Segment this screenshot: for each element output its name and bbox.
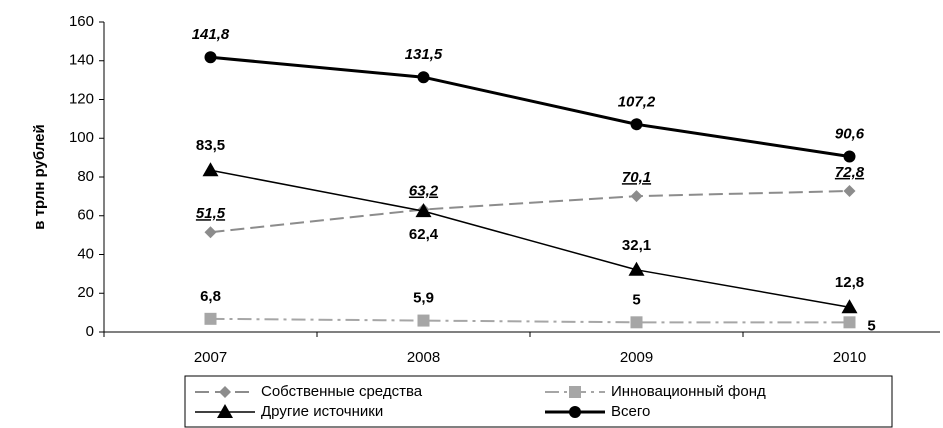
y-tick-label: 120 — [69, 90, 94, 107]
data-point — [630, 190, 643, 203]
legend-marker — [217, 404, 233, 418]
data-label: 131,5 — [405, 46, 443, 63]
data-point — [417, 314, 430, 327]
data-point — [628, 261, 645, 276]
data-point — [204, 312, 217, 325]
data-label: 72,8 — [835, 164, 865, 181]
y-tick-label: 40 — [77, 245, 94, 262]
data-point — [204, 226, 217, 239]
data-label: 6,8 — [200, 288, 221, 305]
legend-label: Всего — [611, 403, 650, 420]
legend-marker — [569, 406, 581, 418]
data-label: 83,5 — [196, 137, 225, 154]
data-point — [202, 162, 219, 177]
data-point — [630, 118, 643, 131]
legend-marker — [569, 386, 581, 398]
x-tick-label: 2008 — [407, 349, 440, 366]
data-label: 5 — [632, 291, 640, 308]
y-tick-label: 60 — [77, 207, 94, 224]
data-label: 32,1 — [622, 237, 651, 254]
x-tick-label: 2009 — [620, 349, 653, 366]
data-label: 141,8 — [192, 26, 230, 43]
y-axis-label: в трлн рублей — [31, 124, 48, 229]
data-label: 5 — [867, 317, 875, 334]
data-point — [843, 184, 856, 197]
data-point — [204, 51, 217, 64]
legend-label: Инновационный фонд — [611, 383, 766, 400]
data-label: 5,9 — [413, 290, 434, 307]
legend-box — [184, 375, 893, 428]
data-label: 90,6 — [835, 125, 865, 142]
data-point — [843, 150, 856, 163]
data-point — [843, 316, 856, 329]
x-tick-label: 2007 — [194, 349, 227, 366]
legend-label: Собственные средства — [261, 383, 423, 400]
y-tick-label: 80 — [77, 168, 94, 185]
series-line — [210, 169, 850, 308]
data-label: 12,8 — [835, 274, 864, 291]
series-line — [210, 55, 850, 158]
data-point — [630, 316, 643, 329]
data-label: 51,5 — [196, 205, 226, 222]
legend-marker — [219, 386, 231, 398]
series-line — [210, 317, 850, 324]
data-point — [415, 203, 432, 218]
y-tick-label: 160 — [69, 13, 94, 30]
data-label: 63,2 — [409, 183, 439, 200]
data-label: 62,4 — [409, 226, 439, 243]
y-tick-label: 140 — [69, 52, 94, 69]
data-point — [417, 71, 430, 84]
x-tick-label: 2010 — [833, 349, 866, 366]
data-label: 70,1 — [622, 169, 651, 186]
data-point — [841, 299, 858, 314]
data-label: 107,2 — [618, 93, 656, 110]
series-line — [210, 189, 850, 234]
y-tick-label: 20 — [77, 284, 94, 301]
y-tick-label: 100 — [69, 129, 94, 146]
legend-label: Другие источники — [261, 403, 383, 420]
y-tick-label: 0 — [86, 323, 94, 340]
